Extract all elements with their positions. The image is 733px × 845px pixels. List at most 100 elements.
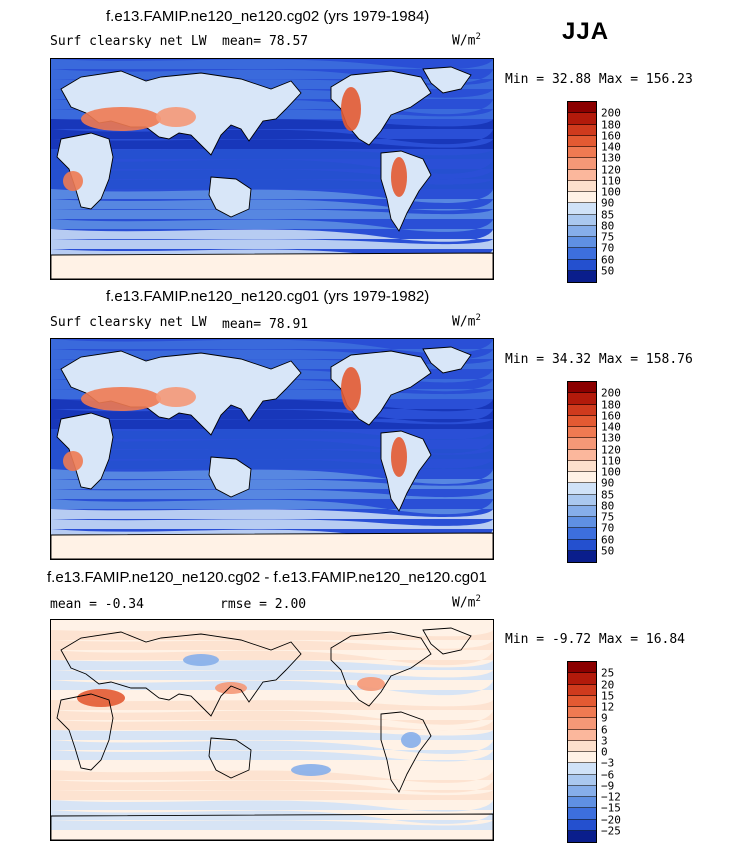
colorbar-swatch (568, 830, 596, 842)
field-band (51, 830, 493, 840)
colorbar-swatch (568, 483, 596, 495)
panel-title: f.e13.FAMIP.ne120_ne120.cg02 (yrs 1979-1… (106, 8, 430, 25)
colorbar-tick-label: 85 (601, 488, 615, 501)
field-band (51, 59, 493, 70)
colorbar-tick-label: 200 (601, 106, 621, 120)
colorbar-swatch (568, 382, 596, 394)
colorbar-tick-label: 120 (601, 443, 621, 456)
colorbar-tick-label: 50 (601, 264, 615, 278)
field-band (51, 209, 493, 219)
colorbar-swatch (568, 494, 596, 506)
colorbar-swatch (568, 740, 596, 752)
field-band (51, 479, 493, 489)
map-panel-2 (50, 338, 494, 560)
field-band (51, 760, 493, 770)
field-band (51, 179, 493, 189)
colorbar-tick-label: 0 (601, 745, 608, 759)
colorbar-tick-label: 3 (601, 734, 608, 748)
high-value-region (81, 387, 161, 411)
colorbar-swatch (568, 774, 596, 786)
field-band (51, 710, 493, 725)
variable-label: Surf clearsky net LW (50, 34, 207, 49)
unit-text: W/m (452, 595, 476, 611)
field-band (51, 650, 493, 666)
map-svg-3 (51, 620, 493, 840)
colorbar-swatch (568, 785, 596, 797)
colorbar-swatch (568, 259, 596, 271)
colorbar-tick-label: 12 (601, 700, 615, 714)
colorbar-swatch (568, 505, 596, 517)
colorbar-swatch (568, 808, 596, 820)
anomaly-patch (291, 764, 331, 776)
field-band (51, 750, 493, 762)
colorbar-tick-label: 100 (601, 185, 621, 199)
panel-2: f.e13.FAMIP.ne120_ne120.cg01 (yrs 1979-1… (0, 280, 733, 563)
field-band (51, 469, 493, 484)
minmax-label: Min = 34.32 Max = 158.76 (505, 352, 693, 367)
colorbar-tick-label: 120 (601, 163, 621, 176)
panel-title: f.e13.FAMIP.ne120_ne120.cg01 (yrs 1979-1… (106, 288, 430, 305)
panel-3: f.e13.FAMIP.ne120_ne120.cg02 - f.e13.FAM… (0, 562, 733, 843)
colorbar-swatch (568, 729, 596, 741)
field-band (51, 740, 493, 754)
field-band (51, 499, 493, 515)
map-panel-1 (50, 58, 494, 280)
field-band (51, 139, 493, 149)
field-band (51, 700, 493, 710)
colorbar-swatch (568, 393, 596, 405)
coastline (60, 631, 302, 717)
colorbar-tick-label: −20 (601, 813, 621, 826)
field-band (51, 339, 493, 354)
colorbar-swatch (568, 819, 596, 831)
panel-title: f.e13.FAMIP.ne120_ne120.cg02 - f.e13.FAM… (47, 569, 487, 586)
colorbar-swatch (568, 270, 596, 282)
field-band (51, 199, 493, 211)
high-value-region (391, 157, 407, 197)
coastline (51, 252, 493, 279)
season-label: JJA (562, 18, 610, 45)
field-band (51, 69, 493, 84)
anomaly-patch (401, 732, 421, 748)
colorbar-swatch (568, 718, 596, 730)
coastline (56, 412, 114, 490)
colorbar-tick-label: 140 (601, 140, 621, 154)
field-band (51, 239, 493, 249)
field-band (51, 670, 493, 680)
colorbar-1 (567, 101, 597, 283)
high-value-region (341, 367, 361, 411)
colorbar-tick-label: 160 (601, 129, 621, 143)
coastline (56, 132, 114, 210)
colorbar-tick-label: 90 (601, 476, 615, 490)
coastline (422, 627, 472, 655)
field-band (51, 660, 493, 670)
colorbar-swatch (568, 192, 596, 204)
colorbar-swatch (568, 158, 596, 170)
colorbar-swatch (568, 237, 596, 249)
colorbar-swatch (568, 472, 596, 484)
coastline (208, 456, 252, 498)
field-band (51, 229, 493, 242)
colorbar-tick-label: 60 (601, 253, 615, 266)
high-value-region (63, 171, 83, 191)
field-band (51, 158, 493, 174)
coastline (380, 711, 432, 793)
colorbar-tick-label: 90 (601, 196, 615, 210)
colorbar-tick-label: 85 (601, 208, 615, 221)
colorbar-swatch (568, 662, 596, 674)
unit-label: W/m2 (452, 594, 481, 610)
variable-label: Surf clearsky net LW (50, 315, 207, 330)
colorbar-swatch (568, 550, 596, 562)
coastline (51, 813, 493, 840)
colorbar-tick-label: 130 (601, 431, 621, 445)
coastline (208, 737, 252, 779)
field-band (51, 640, 493, 650)
colorbar-2 (567, 381, 597, 563)
minmax-label: Min = -9.72 Max = 16.84 (505, 632, 686, 647)
unit-superscript: 2 (475, 313, 481, 323)
field-band (51, 489, 493, 499)
colorbar-tick-label: 9 (601, 711, 608, 725)
high-value-region (63, 451, 83, 471)
colorbar-tick-label: 80 (601, 219, 615, 233)
map-panel-3 (50, 619, 494, 841)
colorbar-tick-label: 110 (601, 454, 621, 468)
